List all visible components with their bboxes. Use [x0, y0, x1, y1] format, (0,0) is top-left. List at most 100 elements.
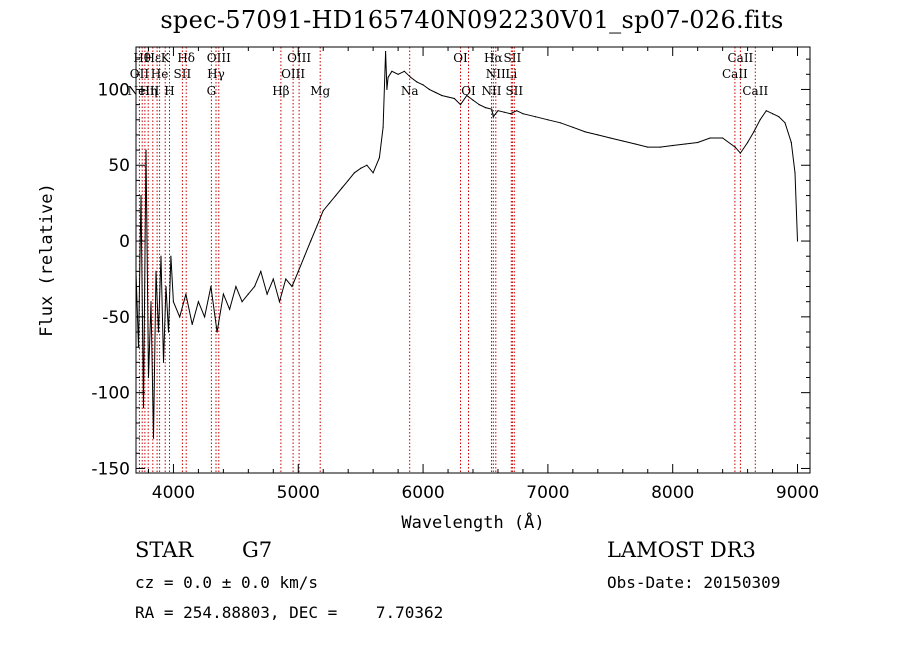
line-label: Hδ	[177, 51, 195, 65]
y-tick-label: 0	[119, 232, 130, 252]
spectrum-point	[157, 331, 160, 333]
spectrum-point	[516, 110, 518, 112]
spectrum-point	[472, 99, 474, 101]
y-tick-label: 50	[108, 156, 130, 176]
spectrum-point	[534, 116, 537, 118]
spectrum-point	[341, 187, 343, 189]
spectrum-point	[162, 361, 165, 363]
line-label: SII	[505, 84, 523, 98]
y-tick-label: -50	[102, 308, 130, 328]
spectrum-point	[254, 285, 256, 288]
spectrum-point	[503, 111, 505, 113]
x-tick-label: 6000	[401, 483, 444, 503]
spectrum-point	[385, 50, 387, 53]
spectrum-point	[697, 141, 699, 144]
line-label: OI	[461, 84, 476, 98]
x-axis-label: Wavelength (Å)	[401, 511, 544, 533]
spectrum-point	[316, 225, 318, 227]
spectrum-point	[492, 116, 494, 118]
line-label: Na	[401, 84, 419, 98]
line-label: OIII	[287, 51, 311, 65]
line-label: K	[161, 51, 171, 65]
spectrum-point	[229, 308, 231, 310]
spectrum-point	[659, 146, 661, 148]
spectrum-point	[272, 278, 274, 280]
line-label: SII	[504, 51, 522, 65]
line-label: NII	[482, 84, 502, 98]
spectrum-point	[222, 293, 224, 295]
coordinates: RA = 254.88803, DEC = 7.70362	[135, 603, 444, 622]
spectrum-point	[360, 167, 362, 169]
spectrum-point	[216, 331, 218, 333]
spectrum-point	[165, 285, 167, 288]
spectrum-point	[484, 107, 487, 109]
spectrum-point	[478, 104, 480, 106]
spectrum-point	[796, 240, 799, 242]
y-tick-label: 100	[98, 80, 130, 100]
line-label: H	[164, 84, 174, 98]
spectrum-point	[441, 94, 443, 97]
spectrum-point	[466, 94, 468, 97]
line-label: Hθ	[133, 51, 151, 65]
line-label: NII	[486, 67, 506, 81]
spectrum-line	[135, 51, 798, 439]
spectrum-point	[386, 88, 388, 90]
spectrum-point	[145, 149, 147, 151]
line-label: He	[151, 67, 169, 81]
subclass: G7	[242, 538, 273, 562]
spectrum-point	[765, 110, 767, 112]
spectrum-point	[310, 240, 312, 242]
line-label: OIII	[281, 67, 305, 81]
spectrum-point	[522, 113, 524, 115]
line-label: Mg	[310, 84, 330, 98]
spectrum-point	[509, 113, 511, 115]
y-tick-label: -100	[91, 384, 130, 404]
spectrum-point	[778, 116, 780, 118]
spectrum-point	[734, 146, 736, 148]
spectrum-point	[382, 126, 384, 128]
x-tick-label: 9000	[776, 483, 819, 503]
spectrum-point	[397, 73, 399, 75]
line-label: SII	[174, 67, 192, 81]
line-label: Hα	[484, 51, 503, 65]
spectrum-point	[435, 91, 437, 94]
spectrum-point	[759, 119, 761, 121]
spectrum-point	[247, 293, 249, 295]
spectrum-point	[784, 122, 786, 124]
spectrum-point	[584, 131, 586, 133]
spectrum-point	[303, 255, 306, 257]
spectral-line-markers	[138, 47, 756, 473]
spectrum-point	[422, 84, 424, 86]
line-label: Hη	[140, 84, 158, 98]
line-label: Hγ	[207, 67, 225, 81]
spectrum-point	[150, 301, 152, 303]
spectrum-point	[278, 301, 281, 303]
spectrum-point	[185, 293, 187, 295]
spectrum-point	[297, 270, 299, 272]
spectrum-point	[140, 195, 142, 197]
spectrum-point	[547, 119, 549, 121]
spectrum-point	[428, 88, 430, 90]
spectrum-point	[753, 131, 755, 133]
spectrum-point	[722, 137, 724, 139]
y-tick-label: -150	[91, 459, 130, 479]
spectrum-point	[403, 70, 405, 72]
line-label: CaII	[742, 84, 768, 98]
spectrum-point	[634, 143, 636, 145]
survey-label: LAMOST DR3	[607, 538, 756, 562]
spectrum-point	[353, 172, 355, 174]
line-label: G	[207, 84, 217, 98]
spectrum-point	[391, 70, 393, 72]
spectrum-point	[372, 172, 374, 174]
spectrum-point	[739, 152, 742, 154]
spectrum-point	[160, 255, 162, 257]
spectrum-point	[142, 407, 145, 409]
spectrum-point	[155, 270, 157, 272]
spectrum-point	[170, 255, 172, 257]
line-label: OIII	[207, 51, 231, 65]
spectrum-point	[416, 81, 418, 83]
spectrum-point	[147, 376, 150, 379]
line-label: OI	[453, 51, 468, 65]
